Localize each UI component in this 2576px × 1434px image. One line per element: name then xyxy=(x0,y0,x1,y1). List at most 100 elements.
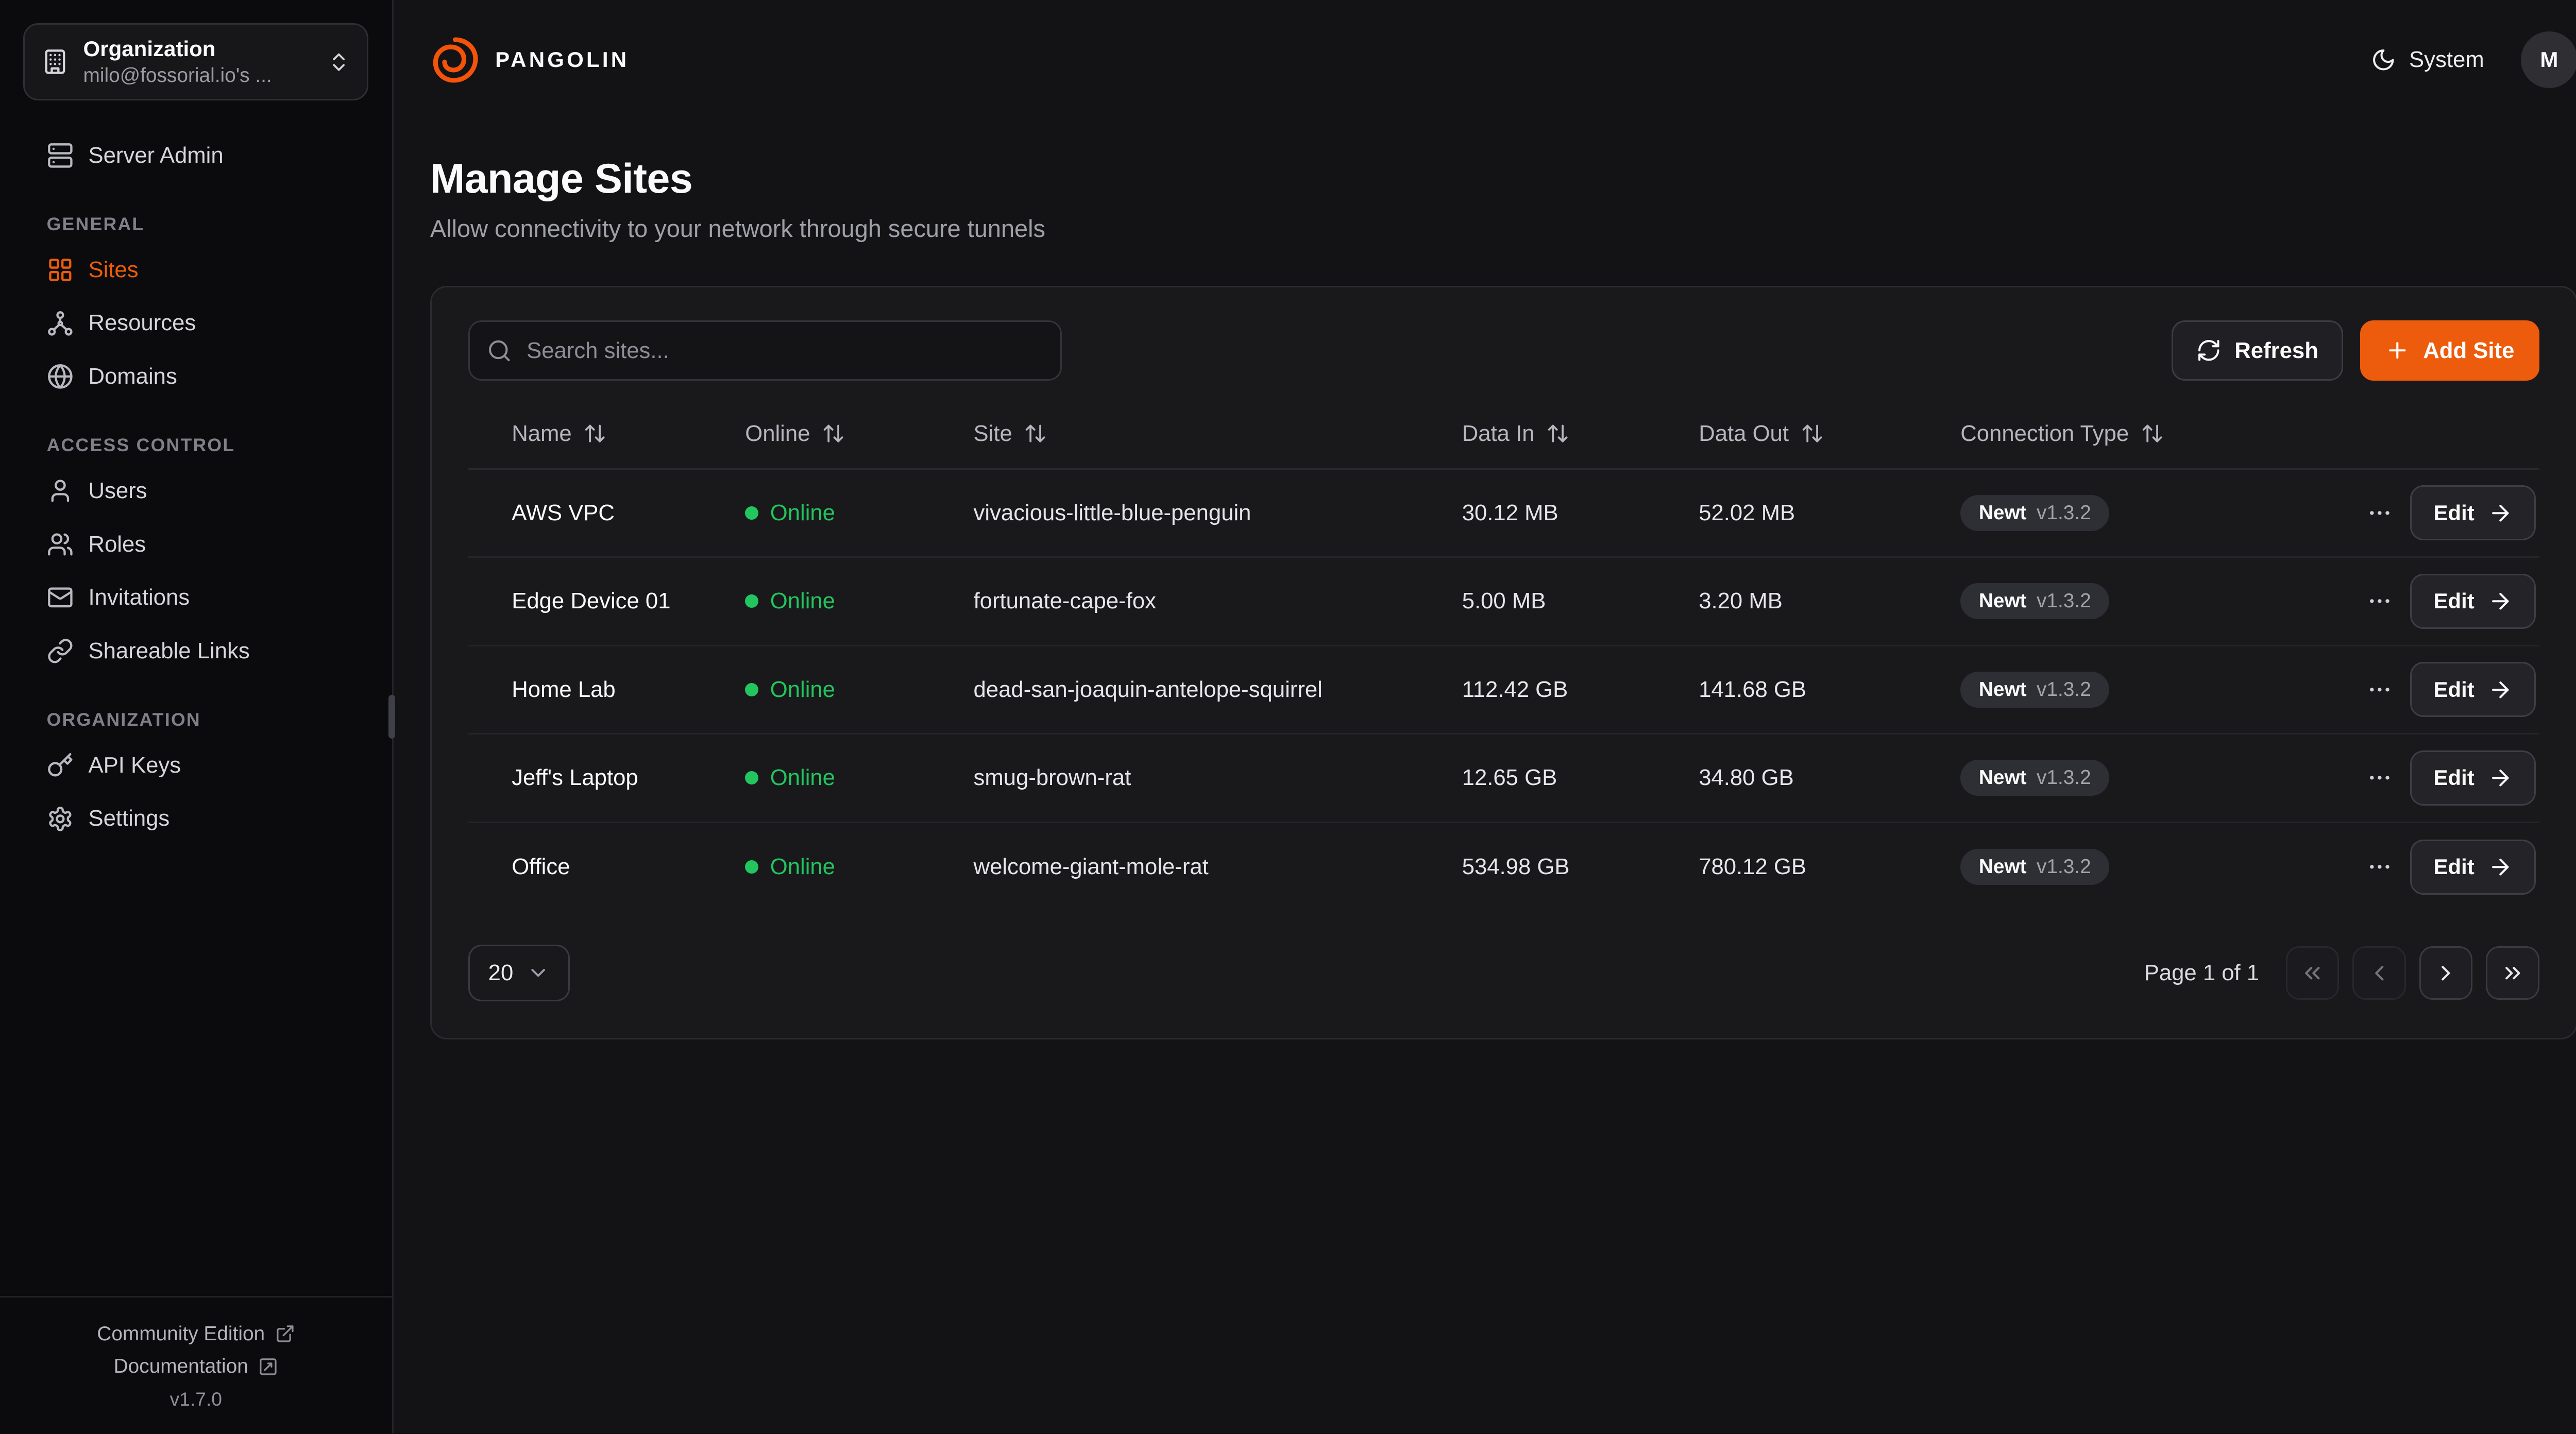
sidebar-item-roles[interactable]: Roles xyxy=(23,519,368,569)
edit-label: Edit xyxy=(2433,765,2475,790)
last-page-button[interactable] xyxy=(2486,946,2539,1000)
edit-button[interactable]: Edit xyxy=(2410,485,2536,541)
edit-button[interactable]: Edit xyxy=(2410,662,2536,718)
sidebar-section-items: API Keys Settings xyxy=(23,740,368,844)
sidebar: Organization milo@fossorial.io's ... Ser… xyxy=(0,0,396,1433)
main-area: PANGOLIN System M Manage Sites Allow con… xyxy=(394,0,2576,1433)
mail-icon xyxy=(47,584,74,611)
community-edition-link[interactable]: Community Edition xyxy=(16,1318,375,1350)
next-page-button[interactable] xyxy=(2419,946,2473,1000)
user-icon xyxy=(47,477,74,504)
page-size-select[interactable]: 20 xyxy=(468,944,570,1001)
table-row: AWS VPC Online vivacious-little-blue-pen… xyxy=(468,470,2539,558)
chevrons-right-icon xyxy=(2500,961,2526,986)
sort-icon xyxy=(1024,422,1047,445)
cell-name: Jeff's Laptop xyxy=(512,765,638,791)
add-site-label: Add Site xyxy=(2423,337,2515,363)
cell-actions: Edit xyxy=(2366,573,2539,629)
avatar[interactable]: M xyxy=(2520,31,2576,89)
page-subtitle: Allow connectivity to your network throu… xyxy=(430,215,1045,242)
cell-connection-type: Newt v1.3.2 xyxy=(1960,494,2365,531)
chevrons-up-down-icon xyxy=(327,50,350,74)
column-header-data-out[interactable]: Data Out xyxy=(1699,421,1824,447)
external-link-icon xyxy=(275,1324,295,1344)
sidebar-resize-handle[interactable] xyxy=(388,695,396,739)
search-input[interactable] xyxy=(468,320,1062,381)
pagination: 20 Page 1 of 1 xyxy=(468,944,2539,1001)
table-row: Home Lab Online dead-san-joaquin-antelop… xyxy=(468,646,2539,735)
row-menu-button[interactable] xyxy=(2366,490,2394,537)
row-menu-button[interactable] xyxy=(2366,844,2394,891)
theme-label: System xyxy=(2409,47,2484,73)
cell-data-out: 52.02 MB xyxy=(1699,500,1795,525)
edit-button[interactable]: Edit xyxy=(2410,573,2536,629)
column-header-name[interactable]: Name xyxy=(512,421,606,447)
connection-badge: Newt v1.3.2 xyxy=(1960,849,2110,885)
org-subtitle: milo@fossorial.io's ... xyxy=(83,64,272,87)
table-row: Edge Device 01 Online fortunate-cape-fox… xyxy=(468,558,2539,646)
sidebar-section-items: Sites Resources Domains xyxy=(23,245,368,401)
column-header-data-in[interactable]: Data In xyxy=(1462,421,1570,447)
org-switcher[interactable]: Organization milo@fossorial.io's ... xyxy=(23,23,369,101)
online-status-label: Online xyxy=(770,676,835,702)
sidebar-nav: GENERAL Sites Resources Domains ACCESS C… xyxy=(23,214,368,844)
sidebar-item-api-keys[interactable]: API Keys xyxy=(23,740,368,790)
sidebar-item-users[interactable]: Users xyxy=(23,466,368,516)
row-menu-button[interactable] xyxy=(2366,755,2394,801)
column-label: Online xyxy=(745,420,810,446)
resources-icon xyxy=(47,310,74,337)
cell-name: Edge Device 01 xyxy=(512,588,671,614)
table-row: Jeff's Laptop Online smug-brown-rat 12.6… xyxy=(468,735,2539,823)
cell-data-out: 3.20 MB xyxy=(1699,588,1783,614)
column-label: Data Out xyxy=(1699,420,1789,446)
sidebar-item-invitations[interactable]: Invitations xyxy=(23,573,368,623)
version-label: v1.7.0 xyxy=(170,1388,223,1410)
online-status-label: Online xyxy=(770,588,835,614)
prev-page-button[interactable] xyxy=(2352,946,2406,1000)
edit-button[interactable]: Edit xyxy=(2410,839,2536,895)
cell-actions: Edit xyxy=(2366,750,2539,806)
page-title: Manage Sites xyxy=(430,155,693,202)
community-edition-label: Community Edition xyxy=(97,1322,265,1345)
cell-data-in: 30.12 MB xyxy=(1462,500,1558,525)
documentation-label: Documentation xyxy=(113,1355,248,1378)
edit-button[interactable]: Edit xyxy=(2410,750,2536,806)
sidebar-item-server-admin[interactable]: Server Admin xyxy=(23,130,368,180)
add-site-button[interactable]: Add Site xyxy=(2360,320,2539,381)
sidebar-item-settings[interactable]: Settings xyxy=(23,794,368,844)
column-label: Data In xyxy=(1462,420,1535,446)
sidebar-item-sites[interactable]: Sites xyxy=(23,245,368,295)
key-icon xyxy=(47,752,74,779)
cell-site: dead-san-joaquin-antelope-squirrel xyxy=(973,676,1323,702)
online-dot-icon xyxy=(745,594,759,608)
arrow-right-icon xyxy=(2488,855,2513,880)
cell-connection-type: Newt v1.3.2 xyxy=(1960,760,2365,796)
documentation-link[interactable]: Documentation xyxy=(16,1351,375,1383)
theme-toggle[interactable]: System xyxy=(2371,47,2484,73)
sidebar-item-label: API Keys xyxy=(88,752,181,778)
sidebar-item-label: Settings xyxy=(88,806,170,831)
sidebar-item-label: Server Admin xyxy=(88,142,224,168)
sidebar-item-shareable-links[interactable]: Shareable Links xyxy=(23,626,368,676)
ellipsis-icon xyxy=(2366,588,2393,614)
connection-name: Newt xyxy=(1978,678,2027,701)
column-header-site[interactable]: Site xyxy=(974,421,1047,447)
sidebar-item-label: Invitations xyxy=(88,585,190,610)
sidebar-item-label: Resources xyxy=(88,310,196,336)
column-header-connection-type[interactable]: Connection Type xyxy=(1960,421,2164,447)
connection-version: v1.3.2 xyxy=(2037,501,2091,524)
cell-site: fortunate-cape-fox xyxy=(973,588,1156,614)
brand[interactable]: PANGOLIN xyxy=(430,35,629,85)
ellipsis-icon xyxy=(2366,853,2393,880)
refresh-button[interactable]: Refresh xyxy=(2171,320,2344,381)
column-header-online[interactable]: Online xyxy=(745,421,845,447)
row-menu-button[interactable] xyxy=(2366,667,2394,713)
first-page-button[interactable] xyxy=(2285,946,2340,1000)
cell-site: vivacious-little-blue-penguin xyxy=(973,500,1251,525)
sidebar-item-resources[interactable]: Resources xyxy=(23,298,368,348)
sort-icon xyxy=(2141,422,2164,445)
cell-data-out: 780.12 GB xyxy=(1699,854,1806,880)
row-menu-button[interactable] xyxy=(2366,578,2394,625)
chevron-right-icon xyxy=(2433,961,2459,986)
sidebar-item-domains[interactable]: Domains xyxy=(23,351,368,401)
